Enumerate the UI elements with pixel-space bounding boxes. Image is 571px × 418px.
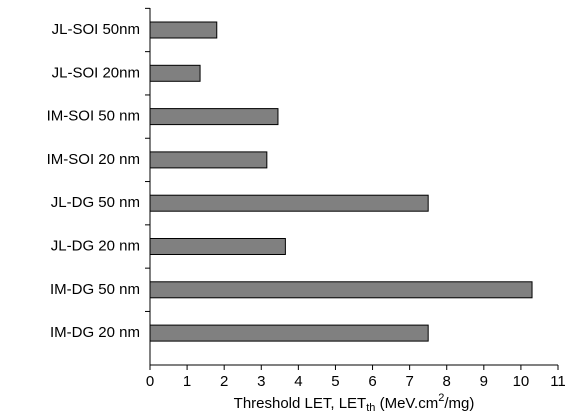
x-tick-label: 11 [550, 373, 566, 390]
x-tick-label: 1 [183, 373, 191, 390]
x-label-part: (MeV.cm [375, 395, 438, 412]
y-tick-label: JL-SOI 20nm [52, 64, 140, 81]
x-tick-label: 5 [331, 373, 339, 390]
x-tick-label: 2 [220, 373, 228, 390]
x-tick-label: 10 [513, 373, 530, 390]
y-tick-label: JL-DG 20 nm [51, 237, 140, 254]
bar [149, 281, 533, 299]
x-label-part: Threshold LET, LET [234, 395, 367, 412]
x-label-sub: th [366, 402, 375, 414]
x-tick-label: 4 [294, 373, 302, 390]
bar [149, 194, 429, 212]
x-tick-label: 7 [405, 373, 413, 390]
x-tick-label: 6 [368, 373, 376, 390]
x-label-part: /mg) [444, 395, 474, 412]
x-label-sup: 2 [438, 392, 444, 404]
y-tick-label: IM-DG 50 nm [50, 281, 140, 298]
x-tick-label: 8 [443, 373, 451, 390]
y-tick-label: JL-SOI 50nm [52, 21, 140, 38]
bar [149, 324, 429, 342]
x-tick-label: 0 [146, 373, 154, 390]
y-tick-label: IM-DG 20 nm [50, 324, 140, 341]
bar [149, 108, 279, 126]
bar [149, 238, 286, 255]
bar [149, 21, 218, 39]
y-tick-label: IM-SOI 50 nm [47, 108, 140, 125]
x-axis-label: Threshold LET, LETth (MeV.cm2/mg) [234, 392, 475, 414]
bar [149, 64, 201, 82]
bar [149, 151, 268, 169]
y-tick-label: JL-DG 50 nm [51, 194, 140, 211]
x-tick-label: 3 [257, 373, 265, 390]
y-tick-label: IM-SOI 20 nm [47, 151, 140, 168]
x-tick-label: 9 [480, 373, 488, 390]
